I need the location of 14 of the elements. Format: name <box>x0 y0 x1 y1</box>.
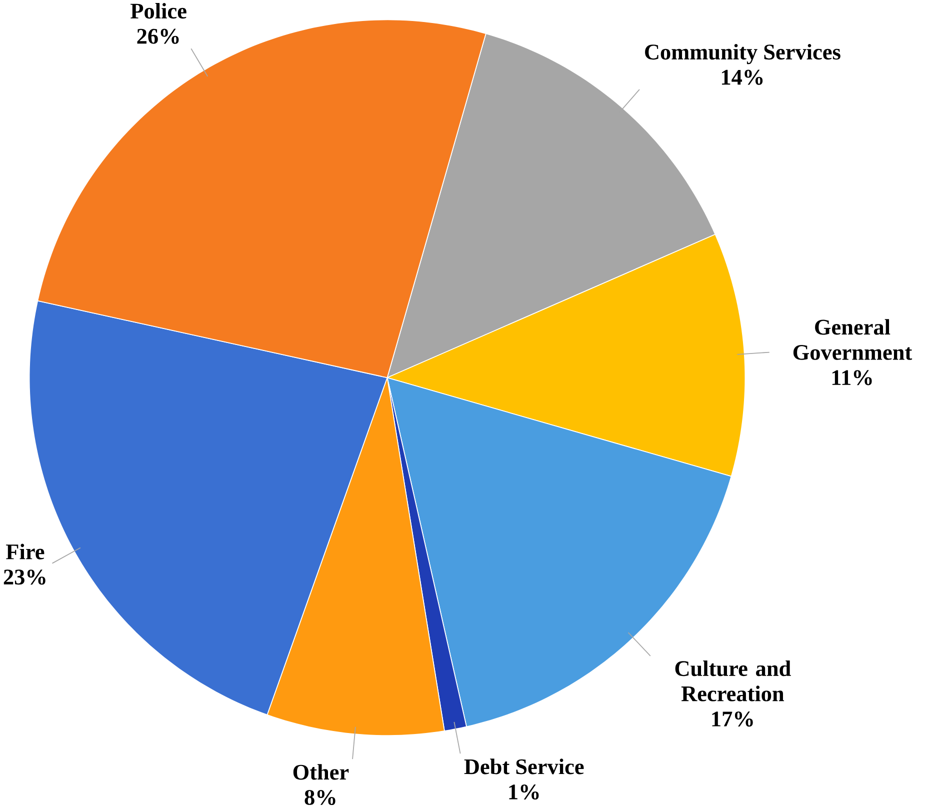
slice-label: Community Services <box>645 44 840 64</box>
data-label: 17% <box>712 712 753 727</box>
data-label: 14% <box>722 70 763 85</box>
data-label: 11% <box>832 370 872 386</box>
slice-label: Fire <box>6 544 44 560</box>
slice-label: Debt Service <box>464 758 584 774</box>
slice-label: Culture and Recreation <box>675 660 791 702</box>
data-label: 23% <box>4 570 46 585</box>
slice-label: General Government <box>793 319 912 360</box>
slice-label: Other <box>293 764 349 780</box>
data-label: 26% <box>137 28 179 44</box>
data-label: 8% <box>304 790 336 806</box>
slice-label: Police <box>130 2 186 19</box>
data-label: 1% <box>509 784 539 800</box>
